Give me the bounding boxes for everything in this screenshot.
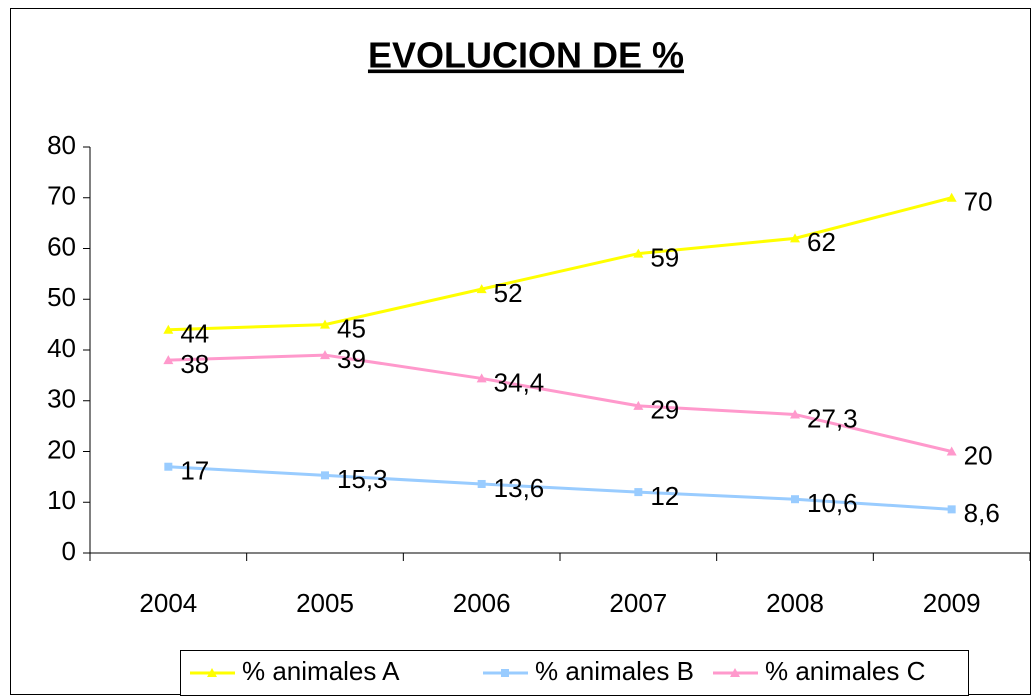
y-tick-label: 40 xyxy=(47,333,76,363)
y-tick-label: 70 xyxy=(47,181,76,211)
series-line xyxy=(168,465,952,511)
data-point xyxy=(633,248,644,258)
chart-title: EVOLUCION DE % xyxy=(368,35,684,76)
series-line xyxy=(168,196,953,332)
data-point xyxy=(633,400,644,410)
y-tick-label: 20 xyxy=(47,434,76,464)
data-label: 15,3 xyxy=(337,464,388,494)
data-point xyxy=(476,373,487,383)
y-tick-label: 10 xyxy=(47,485,76,515)
legend-marker xyxy=(730,668,740,677)
data-point xyxy=(321,471,329,480)
data-label: 12 xyxy=(650,481,679,511)
data-point xyxy=(634,488,643,497)
data-point xyxy=(947,505,956,514)
x-tick-label: 2007 xyxy=(609,588,667,618)
y-tick-label: 60 xyxy=(47,231,76,261)
x-tick-label: 2006 xyxy=(453,588,511,618)
data-label: 62 xyxy=(807,227,836,257)
x-tick-label: 2005 xyxy=(296,588,354,618)
data-point xyxy=(163,355,174,365)
y-tick-label: 30 xyxy=(47,384,76,414)
data-label: 34,4 xyxy=(494,367,545,397)
legend-marker xyxy=(207,668,217,677)
data-label: 45 xyxy=(337,314,366,344)
data-point xyxy=(476,284,487,294)
data-label: 20 xyxy=(964,440,993,470)
data-label: 8,6 xyxy=(964,498,1000,528)
legend-marker xyxy=(501,669,509,677)
data-label: 70 xyxy=(964,187,993,217)
data-label: 59 xyxy=(650,242,679,272)
data-point xyxy=(946,192,957,202)
y-tick-label: 50 xyxy=(47,282,76,312)
y-tick-label: 80 xyxy=(47,130,76,160)
data-label: 13,6 xyxy=(494,473,545,503)
chart-border xyxy=(10,8,1031,695)
data-label: 17 xyxy=(180,456,209,486)
data-label: 29 xyxy=(650,395,679,425)
data-label: 44 xyxy=(180,319,209,349)
data-label: 38 xyxy=(180,349,209,379)
series-line xyxy=(168,353,953,453)
legend-label: % animales A xyxy=(242,656,400,686)
data-point xyxy=(320,319,330,329)
data-point xyxy=(320,350,330,360)
data-point xyxy=(164,462,173,471)
x-tick-label: 2009 xyxy=(923,588,981,618)
data-point xyxy=(791,495,799,504)
x-tick-label: 2004 xyxy=(139,588,197,618)
y-tick-label: 0 xyxy=(62,536,76,566)
x-tick-label: 2008 xyxy=(766,588,824,618)
data-label: 52 xyxy=(494,278,523,308)
data-point xyxy=(163,324,174,334)
data-point xyxy=(790,409,800,419)
data-point xyxy=(477,479,486,488)
legend-label: % animales B xyxy=(535,656,694,686)
data-label: 39 xyxy=(337,344,366,374)
data-point xyxy=(946,446,957,456)
data-point xyxy=(790,233,800,243)
data-label: 10,6 xyxy=(807,488,858,518)
legend-label: % animales C xyxy=(765,656,925,686)
legend-box xyxy=(180,650,969,696)
data-label: 27,3 xyxy=(807,403,858,433)
